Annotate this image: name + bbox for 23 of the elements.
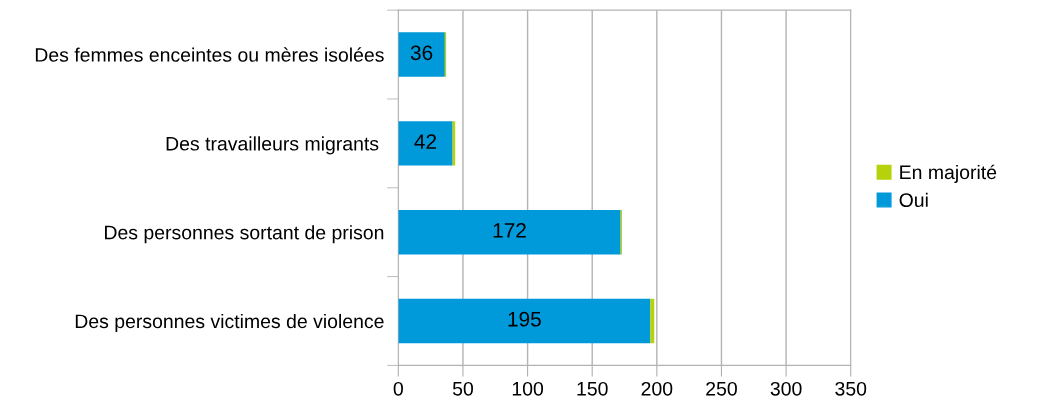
- legend-label: En majorité: [900, 164, 997, 184]
- data-label: 36: [410, 45, 433, 61]
- data-label: 42: [414, 134, 437, 149]
- x-tick-label: 200: [641, 381, 673, 396]
- x-tick-label: 250: [706, 381, 737, 396]
- x-tick-label: 0: [393, 381, 403, 396]
- y-tick-label: Des travailleurs migrants: [166, 136, 379, 155]
- y-tick-label: Des femmes enceintes ou mères isolées: [35, 47, 384, 62]
- data-label: 195: [508, 311, 541, 327]
- y-tick-label: Des personnes victimes de violence: [75, 313, 384, 333]
- x-tick-label: 50: [452, 381, 473, 396]
- x-tick-label: 300: [770, 381, 802, 396]
- bar: [398, 209, 621, 255]
- bar: [398, 298, 651, 344]
- bar: [398, 32, 445, 77]
- x-tick-label: 100: [512, 381, 544, 396]
- bar: [398, 121, 453, 166]
- y-tick-label: Des personnes sortant de prison: [105, 225, 384, 244]
- legend-label: Oui: [899, 192, 928, 208]
- x-tick-label: 150: [577, 381, 608, 396]
- bar: [650, 298, 655, 344]
- x-tick-label: 350: [835, 381, 867, 396]
- data-label: 172: [493, 223, 526, 238]
